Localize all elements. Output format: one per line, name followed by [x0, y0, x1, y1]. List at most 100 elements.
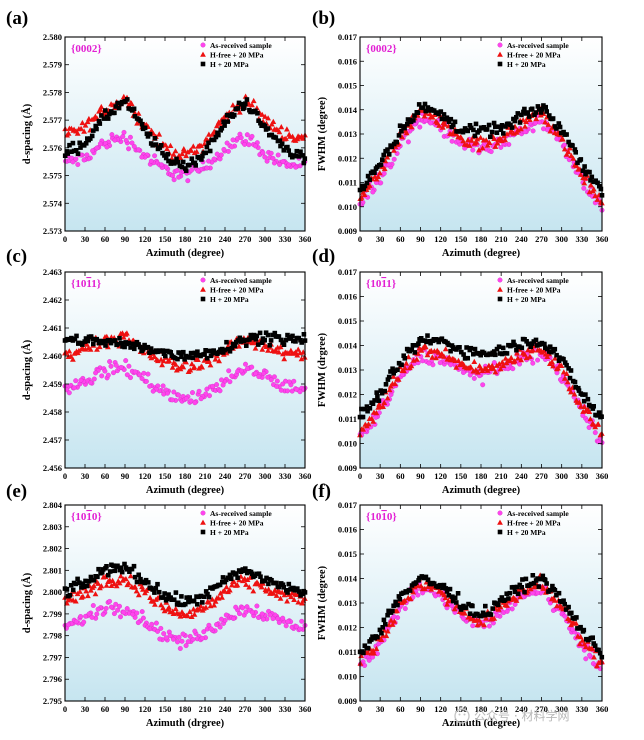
legend-entry: H + 20 MPa	[210, 295, 249, 304]
x-tick-label: 90	[121, 471, 130, 481]
data-point-h-20mpa	[427, 581, 433, 586]
x-tick-label: 360	[299, 704, 312, 714]
data-point-h-20mpa	[214, 583, 220, 589]
x-tick-label: 30	[376, 234, 385, 244]
data-point-h-free	[565, 149, 572, 155]
data-point-h-20mpa	[206, 594, 212, 600]
data-point-h-free	[244, 576, 251, 582]
data-point-h-20mpa	[197, 155, 202, 161]
data-point-h-20mpa	[488, 134, 493, 140]
data-point-h-free	[552, 355, 558, 361]
x-axis-title: Azimuth (degree)	[442, 718, 521, 729]
data-point-h-20mpa	[460, 129, 466, 135]
data-point-h-20mpa	[258, 574, 263, 579]
data-point-h-20mpa	[521, 109, 526, 115]
data-point-h-20mpa	[472, 133, 478, 139]
data-point-as-received	[217, 388, 223, 394]
data-point-h-free	[252, 345, 259, 351]
data-point-as-received	[265, 374, 271, 380]
data-point-h-20mpa	[478, 613, 484, 619]
data-point-as-received	[198, 396, 204, 402]
data-point-h-free	[375, 404, 382, 410]
data-point-h-20mpa	[230, 570, 236, 575]
data-point-as-received	[113, 601, 119, 607]
data-point-h-free	[479, 145, 486, 151]
data-point-h-free	[553, 366, 560, 372]
data-point-h-free	[525, 347, 531, 353]
data-point-h-free	[284, 598, 290, 604]
x-tick-label: 330	[279, 704, 292, 714]
data-point-h-free	[217, 590, 224, 596]
data-point-h-free	[89, 116, 95, 122]
data-point-h-20mpa	[417, 575, 422, 581]
data-point-h-20mpa	[298, 149, 303, 154]
data-point-h-free	[76, 126, 82, 132]
panel-letter: (b)	[312, 8, 335, 29]
data-point-h-20mpa	[390, 366, 395, 371]
data-point-h-free	[120, 334, 127, 340]
data-point-h-free	[581, 180, 588, 186]
data-point-as-received	[274, 383, 280, 389]
data-point-h-free	[276, 349, 282, 355]
y-tick-label: 0.015	[338, 549, 357, 559]
data-point-h-20mpa	[564, 132, 569, 137]
data-point-h-free	[523, 118, 529, 124]
data-point-h-20mpa	[514, 347, 519, 353]
x-tick-label: 30	[81, 471, 90, 481]
data-point-as-received	[275, 152, 281, 158]
data-point-as-received	[261, 370, 267, 376]
data-point-h-free	[229, 582, 235, 588]
y-tick-label: 2.802	[43, 544, 62, 554]
x-tick-label: 330	[279, 234, 292, 244]
data-point-h-free	[179, 609, 185, 615]
data-point-as-received	[220, 382, 226, 388]
data-point-as-received	[204, 165, 210, 171]
data-point-h-20mpa	[107, 569, 113, 574]
data-point-h-free	[188, 147, 195, 153]
data-point-as-received	[391, 614, 397, 620]
data-point-h-20mpa	[517, 582, 523, 588]
data-point-h-20mpa	[580, 629, 586, 634]
data-point-as-received	[448, 362, 454, 368]
data-point-as-received	[246, 142, 252, 148]
data-point-h-20mpa	[509, 125, 515, 130]
data-point-as-received	[244, 366, 250, 372]
data-point-h-20mpa	[75, 576, 80, 582]
data-point-h-20mpa	[211, 137, 217, 143]
data-point-h-free	[592, 192, 599, 198]
data-point-as-received	[586, 425, 592, 430]
y-tick-label: 2.462	[43, 295, 62, 305]
data-point-h-20mpa	[459, 349, 464, 355]
data-point-h-20mpa	[550, 116, 555, 122]
data-point-h-free	[295, 599, 302, 605]
data-point-h-free	[96, 343, 103, 350]
y-tick-label: 2.457	[43, 435, 63, 445]
data-point-h-free	[103, 333, 110, 339]
data-point-h-20mpa	[365, 173, 371, 179]
data-point-h-free	[390, 373, 397, 379]
data-point-h-20mpa	[462, 126, 468, 131]
data-point-as-received	[83, 613, 89, 619]
data-point-as-received	[123, 137, 129, 143]
data-point-as-received	[260, 150, 266, 156]
x-tick-label: 120	[434, 471, 447, 481]
data-point-h-20mpa	[512, 118, 518, 124]
data-point-h-20mpa	[506, 342, 511, 348]
data-point-h-20mpa	[592, 643, 598, 648]
data-point-as-received	[238, 368, 244, 374]
data-point-h-free	[573, 620, 579, 626]
x-tick-label: 60	[396, 704, 405, 714]
data-point-as-received	[159, 162, 164, 168]
data-point-h-20mpa	[506, 596, 511, 601]
data-point-as-received	[498, 144, 504, 150]
data-point-as-received	[561, 142, 567, 148]
data-point-h-free	[522, 123, 528, 129]
data-point-h-free	[124, 330, 130, 336]
data-point-h-20mpa	[444, 589, 450, 594]
legend-entry: H-free + 20 MPa	[507, 285, 561, 294]
data-point-h-free	[483, 615, 490, 621]
data-point-as-received	[183, 396, 189, 402]
data-point-h-20mpa	[405, 121, 410, 127]
data-point-as-received	[150, 388, 156, 394]
data-point-h-20mpa	[391, 371, 396, 376]
